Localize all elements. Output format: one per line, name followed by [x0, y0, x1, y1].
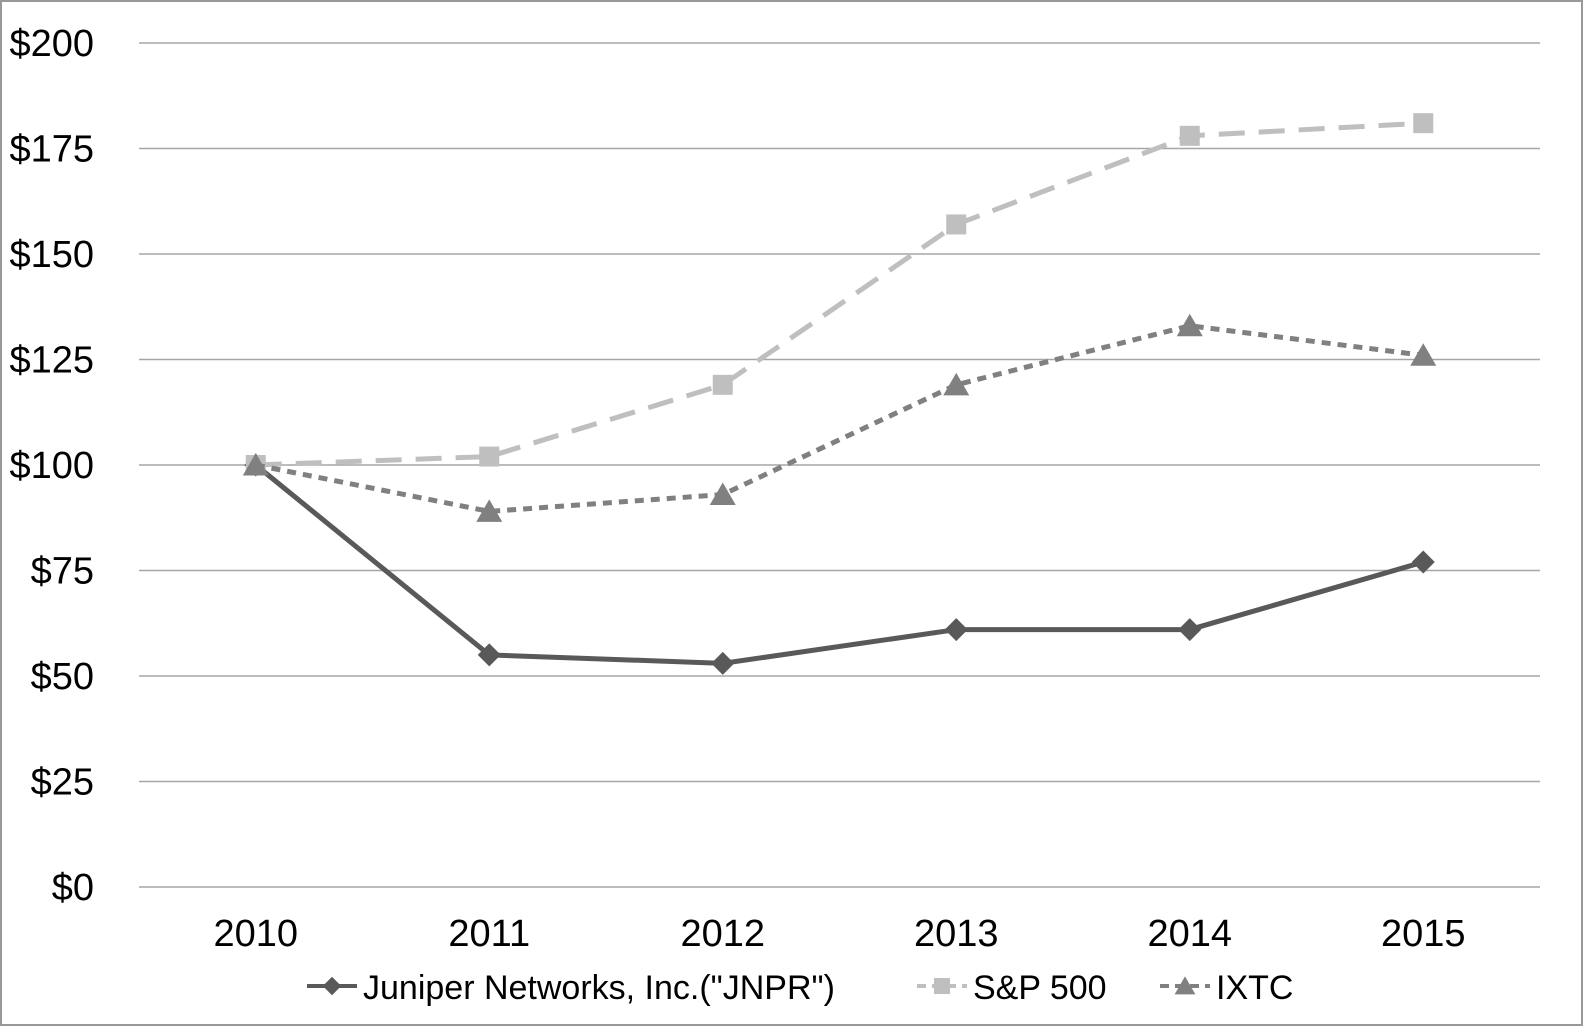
x-axis-tick-label: 2013	[914, 913, 999, 955]
y-axis-tick-label: $75	[31, 551, 94, 593]
data-point-ixtc-2011	[476, 499, 503, 522]
data-point-ixtc-2015	[1410, 343, 1437, 366]
y-axis-tick-label: $50	[31, 656, 94, 698]
data-point-ixtc-2014	[1176, 313, 1203, 337]
series-ixtc	[242, 313, 1437, 522]
y-axis-tick-label: $100	[9, 445, 94, 487]
data-point-sp500-2013	[946, 214, 967, 235]
legend-item-jnpr: Juniper Networks, Inc.("JNPR")	[307, 969, 835, 1007]
x-axis-tick-label: 2014	[1147, 913, 1232, 955]
square-legend-icon	[934, 978, 950, 994]
data-point-jnpr-2015	[1411, 550, 1435, 574]
data-point-jnpr-2013	[944, 618, 968, 642]
data-point-ixtc-2013	[943, 372, 970, 396]
diamond-legend-icon	[322, 976, 342, 996]
legend-label: IXTC	[1216, 969, 1293, 1007]
data-point-jnpr-2011	[477, 643, 501, 667]
y-axis-tick-label: $125	[9, 340, 94, 382]
legend-label: Juniper Networks, Inc.("JNPR")	[363, 969, 835, 1007]
y-axis-tick-label: $150	[9, 234, 94, 276]
legend-item-sp500: S&P 500	[917, 969, 1107, 1007]
y-axis-tick-label: $200	[9, 23, 94, 65]
data-point-sp500-2015	[1413, 113, 1434, 134]
data-point-sp500-2012	[712, 374, 733, 395]
x-axis-tick-label: 2011	[448, 913, 530, 955]
y-axis-tick-label: $25	[31, 762, 94, 804]
series-line-sp500	[255, 120, 1424, 468]
series-line-jnpr	[254, 463, 1424, 666]
data-point-jnpr-2012	[711, 651, 735, 675]
x-axis-tick-label: 2012	[680, 913, 765, 955]
data-point-jnpr-2014	[1178, 618, 1202, 642]
data-point-sp500-2011	[479, 446, 500, 467]
x-axis-tick-label: 2015	[1381, 913, 1466, 955]
data-point-sp500-2014	[1179, 125, 1200, 146]
data-point-ixtc-2010	[242, 453, 269, 476]
y-axis-tick-label: $0	[52, 867, 94, 909]
legend-item-ixtc: IXTC	[1160, 969, 1293, 1007]
x-axis-tick-label: 2010	[213, 913, 298, 955]
legend-label: S&P 500	[973, 969, 1107, 1007]
data-point-ixtc-2012	[709, 482, 736, 506]
y-axis-tick-label: $175	[9, 129, 94, 171]
series-line-ixtc	[255, 323, 1424, 514]
triangle-legend-icon	[1174, 976, 1196, 995]
